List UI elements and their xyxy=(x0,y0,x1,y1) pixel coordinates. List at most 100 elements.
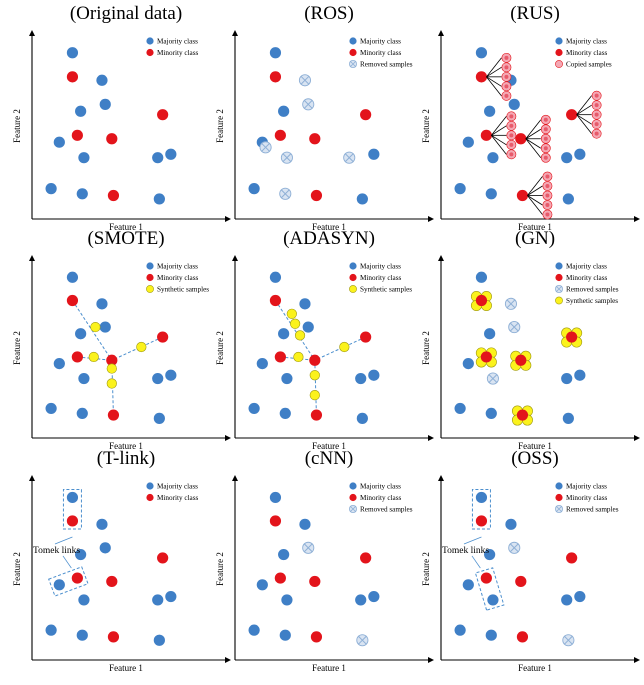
majority-point xyxy=(574,369,586,381)
tomek-link-box xyxy=(471,488,491,530)
majority-point xyxy=(45,183,57,195)
panel-smote: (SMOTE) Feature 1 Feature 2 Majority class M… xyxy=(12,228,231,451)
majority-point xyxy=(152,372,164,385)
majority-point xyxy=(78,372,90,385)
copied-samples-fan xyxy=(576,90,602,139)
majority-point xyxy=(256,358,268,370)
majority-point xyxy=(356,193,368,205)
minority-point xyxy=(480,129,492,141)
interpolation-line xyxy=(275,300,316,361)
removed-sample xyxy=(298,74,312,87)
majority-point xyxy=(99,542,111,554)
minority-point xyxy=(566,109,578,121)
minority-point xyxy=(157,109,169,121)
legend-item-minority: Minority class xyxy=(555,273,608,282)
majority-point xyxy=(269,47,282,59)
removed-sample xyxy=(280,151,293,164)
majority-point xyxy=(99,98,111,110)
legend-item-majority: Majority class xyxy=(555,482,607,491)
majority-point xyxy=(487,152,499,164)
majority-point xyxy=(53,358,65,370)
panel-title: (ADASYN) xyxy=(283,228,375,249)
x-axis-label: Feature 1 xyxy=(312,663,346,673)
copied-samples-fan xyxy=(491,111,517,160)
synthetic-sample xyxy=(290,318,301,329)
majority-point xyxy=(75,105,87,117)
majority-point xyxy=(76,629,88,641)
majority-point xyxy=(66,271,79,283)
minority-point xyxy=(157,331,169,343)
legend-marker xyxy=(555,60,563,68)
tomek-link-box xyxy=(474,567,505,611)
majority-point xyxy=(485,188,497,200)
removed-sample xyxy=(486,372,499,385)
y-axis-arrow xyxy=(29,475,35,481)
majority-point xyxy=(302,321,314,333)
legend-item-minority: Minority class xyxy=(349,273,402,282)
majority-point xyxy=(462,136,474,148)
panel-title: (SMOTE) xyxy=(87,228,164,249)
x-axis-arrow xyxy=(634,216,640,222)
majority-point xyxy=(96,298,108,310)
interpolation-line xyxy=(314,360,317,416)
majority-point xyxy=(278,328,290,340)
minority-point xyxy=(106,354,118,366)
majority-point xyxy=(66,47,79,59)
majority-point xyxy=(454,624,466,636)
legend-label: Majority class xyxy=(566,38,607,46)
majority-point xyxy=(78,594,90,606)
majority-point xyxy=(248,402,260,415)
x-axis-label: Feature 1 xyxy=(518,663,552,673)
x-axis-label: Feature 1 xyxy=(518,441,552,451)
majority-point xyxy=(454,402,466,415)
removed-sample xyxy=(259,141,272,154)
minority-point xyxy=(157,552,169,564)
synthetic-sample xyxy=(136,341,147,353)
majority-point xyxy=(562,193,574,205)
majority-point xyxy=(454,183,466,195)
majority-point xyxy=(78,152,90,164)
minority-point xyxy=(566,552,578,564)
majority-point xyxy=(574,148,586,160)
minority-point xyxy=(71,351,83,363)
legend-marker xyxy=(555,493,563,502)
legend-label: Removed samples xyxy=(566,506,619,514)
legend-item-minority: Minority class xyxy=(146,48,199,57)
legend-label: Minority class xyxy=(157,494,199,502)
minority-point xyxy=(515,575,527,588)
minority-point xyxy=(309,575,321,588)
legend-label: Minority class xyxy=(360,49,402,57)
legend-marker xyxy=(349,273,357,282)
legend-marker xyxy=(555,48,563,57)
x-axis-label: Feature 1 xyxy=(312,441,346,451)
minority-point xyxy=(480,572,492,584)
minority-point xyxy=(269,515,282,527)
minority-point xyxy=(274,129,286,141)
legend-marker xyxy=(349,493,357,502)
majority-point xyxy=(66,491,79,504)
majority-point xyxy=(76,407,88,419)
legend-marker xyxy=(146,482,154,490)
copied-samples-fan xyxy=(525,114,551,163)
majority-point xyxy=(279,407,291,419)
y-axis-arrow xyxy=(29,30,35,36)
y-axis-arrow xyxy=(232,475,238,481)
legend-marker xyxy=(146,493,154,502)
majority-point xyxy=(475,491,488,504)
majority-point xyxy=(278,548,290,561)
panel-t-link: (T-link) Feature 1 Feature 2 Tomek links Maj… xyxy=(12,448,231,673)
removed-sample xyxy=(508,321,521,334)
majority-point xyxy=(355,372,367,385)
legend-label: Removed samples xyxy=(360,61,413,69)
panel-cnn: (cNN) Feature 1 Feature 2 Majority class Min… xyxy=(215,448,434,673)
y-axis-label: Feature 2 xyxy=(215,552,225,586)
x-axis-arrow xyxy=(225,657,231,663)
minority-point xyxy=(360,552,372,564)
panel-title: (RUS) xyxy=(510,3,560,24)
copied-samples-fan xyxy=(527,171,553,220)
legend-item-minority: Minority class xyxy=(555,493,608,502)
majority-point xyxy=(165,590,177,603)
x-axis-arrow xyxy=(428,435,434,441)
majority-point xyxy=(281,594,293,606)
panel-rus: (RUS) Feature 1 Feature 2 Majority class Min… xyxy=(421,3,640,232)
